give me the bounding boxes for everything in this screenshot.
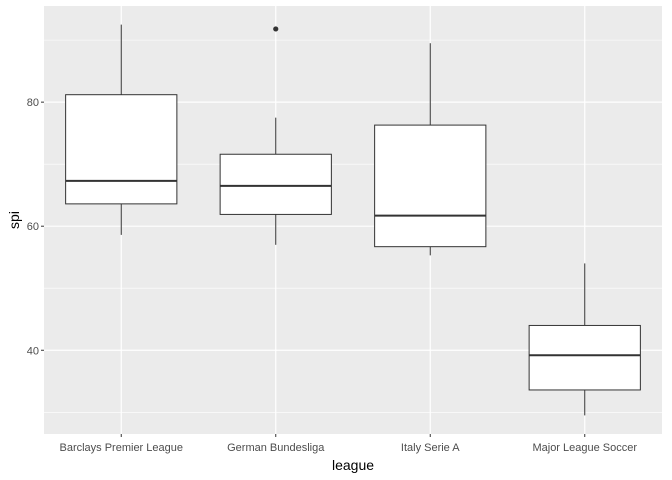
x-tick-label: Major League Soccer	[532, 442, 637, 454]
x-tick-label: Italy Serie A	[401, 442, 460, 454]
box-2	[219, 26, 332, 245]
x-axis-ticks: Barclays Premier League German Bundesliga…	[59, 434, 637, 454]
y-tick-label: 60	[27, 221, 39, 233]
box-1	[65, 24, 178, 235]
x-tick-label: Barclays Premier League	[59, 442, 183, 454]
iqr-box	[374, 124, 487, 248]
y-tick-label: 80	[27, 97, 39, 109]
boxes	[65, 24, 641, 416]
outlier-point	[273, 26, 279, 32]
iqr-box	[528, 324, 641, 391]
y-tick-label: 40	[27, 345, 39, 357]
iqr-box	[219, 153, 332, 215]
x-axis-title: league	[332, 457, 374, 473]
box-3	[374, 43, 487, 256]
iqr-box	[65, 94, 178, 205]
box-4	[528, 263, 641, 416]
y-axis-title: spi	[6, 211, 22, 229]
y-axis-ticks: 40 60 80	[27, 97, 44, 357]
x-tick-label: German Bundesliga	[227, 442, 325, 454]
